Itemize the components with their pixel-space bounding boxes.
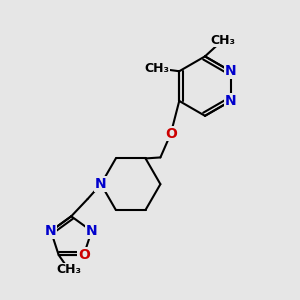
Text: CH₃: CH₃ <box>57 263 82 276</box>
Text: N: N <box>225 64 236 78</box>
Text: N: N <box>225 94 236 108</box>
Text: N: N <box>45 224 57 238</box>
Text: O: O <box>78 248 90 262</box>
Text: O: O <box>165 127 177 141</box>
Text: CH₃: CH₃ <box>145 62 169 75</box>
Text: N: N <box>86 224 98 238</box>
Text: CH₃: CH₃ <box>210 34 235 46</box>
Text: N: N <box>95 177 107 191</box>
